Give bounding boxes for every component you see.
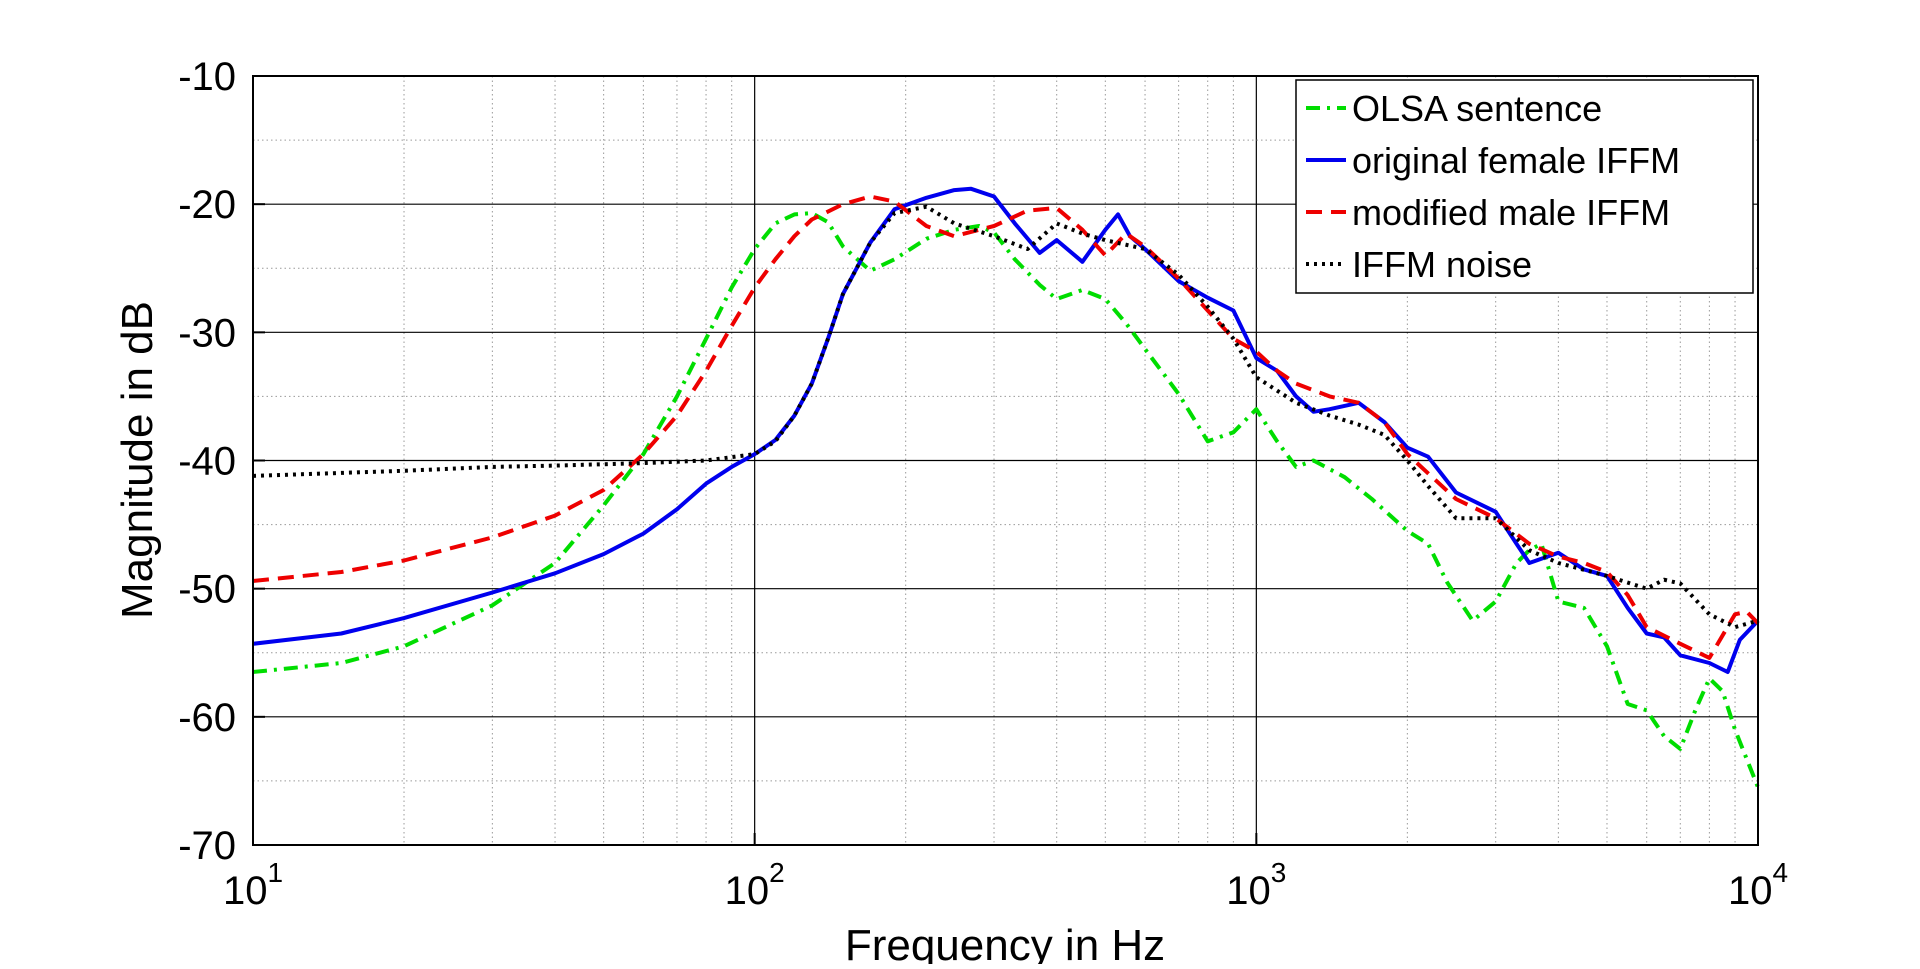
legend: OLSA sentence original female IFFM modifie…: [1295, 79, 1754, 294]
series-line-3: [252, 204, 1759, 630]
series-group: [252, 186, 1760, 789]
legend-label-3: IFFM noise: [1352, 244, 1532, 285]
series-line-2: [252, 194, 1760, 660]
y-tick-label: -40: [178, 440, 236, 484]
axis-ticks: 101 102 103 104 -70 -60 -50 -40 -30 -20 -10: [178, 55, 1788, 913]
x-tick-label: 103: [1226, 857, 1286, 913]
x-tick-label: 102: [725, 857, 785, 913]
legend-label-2: modified male IFFM: [1352, 192, 1670, 233]
series-line-0: [252, 211, 1760, 789]
y-axis-label: Magnitude in dB: [113, 301, 162, 619]
y-tick-label: -30: [178, 311, 236, 355]
x-tick-label: 101: [223, 857, 283, 913]
y-tick-label: -20: [178, 183, 236, 227]
x-tick-label: 104: [1728, 857, 1788, 913]
y-tick-label: -70: [178, 824, 236, 868]
y-tick-label: -50: [178, 568, 236, 612]
x-axis-label: Frequency in Hz: [845, 921, 1165, 964]
y-tick-label: -60: [178, 696, 236, 740]
legend-label-0: OLSA sentence: [1352, 88, 1602, 129]
legend-label-1: original female IFFM: [1352, 140, 1680, 181]
legend-box: [1295, 79, 1754, 294]
y-tick-label: -10: [178, 55, 236, 99]
